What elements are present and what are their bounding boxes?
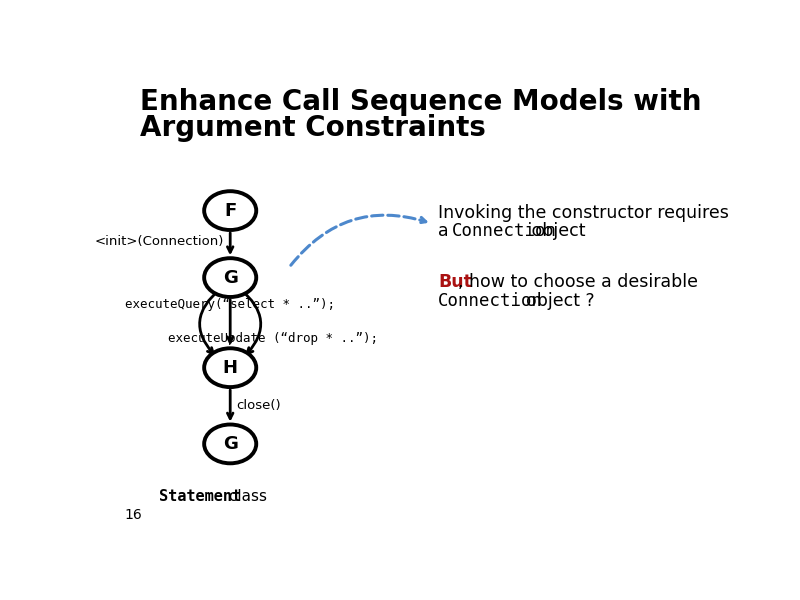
Text: a: a xyxy=(438,223,454,241)
Circle shape xyxy=(204,191,256,230)
Text: F: F xyxy=(224,202,236,220)
Text: G: G xyxy=(222,269,238,287)
Text: close(): close() xyxy=(237,399,281,412)
Circle shape xyxy=(204,348,256,387)
Text: Enhance Call Sequence Models with: Enhance Call Sequence Models with xyxy=(140,88,702,116)
Text: executeQuery(“select * ..”);: executeQuery(“select * ..”); xyxy=(125,298,334,311)
Text: Connection: Connection xyxy=(451,223,557,241)
Text: 16: 16 xyxy=(125,508,142,523)
Text: Statement: Statement xyxy=(159,489,241,504)
Circle shape xyxy=(204,258,256,297)
Text: Invoking the constructor requires: Invoking the constructor requires xyxy=(438,204,729,222)
Text: object ?: object ? xyxy=(515,292,595,310)
Text: <init>(Connection): <init>(Connection) xyxy=(94,235,224,248)
Text: H: H xyxy=(222,359,238,377)
Circle shape xyxy=(204,425,256,463)
Text: executeUpdate (“drop * ..”);: executeUpdate (“drop * ..”); xyxy=(168,332,378,346)
Text: But: But xyxy=(438,273,472,291)
Text: class: class xyxy=(224,489,267,504)
Text: Connection: Connection xyxy=(438,292,543,310)
Text: object: object xyxy=(526,223,586,241)
Text: G: G xyxy=(222,435,238,453)
FancyBboxPatch shape xyxy=(94,67,726,539)
Text: Argument Constraints: Argument Constraints xyxy=(140,113,486,142)
Text: , how to choose a desirable: , how to choose a desirable xyxy=(458,273,698,291)
